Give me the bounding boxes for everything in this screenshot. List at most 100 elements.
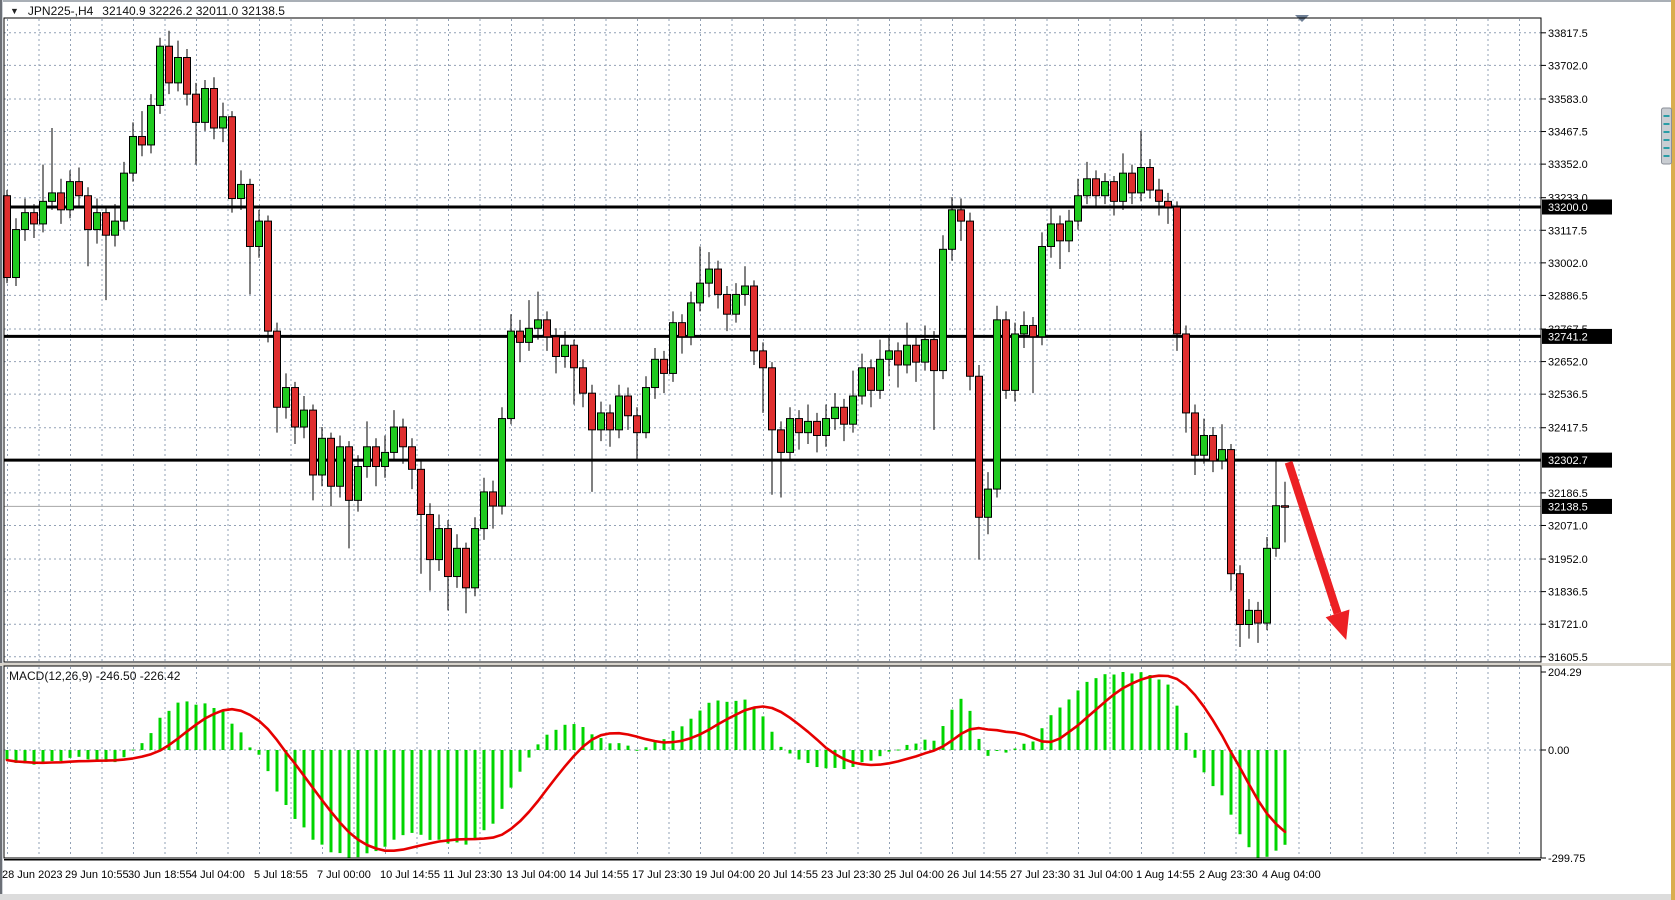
candle-body — [93, 212, 101, 231]
candle-body — [444, 528, 452, 578]
macd-histogram-bar — [329, 750, 333, 853]
macd-histogram-bar — [599, 738, 603, 750]
macd-histogram-bar — [1004, 750, 1008, 753]
candle-body — [120, 172, 128, 222]
candle-body — [615, 395, 623, 431]
candle-body — [1263, 547, 1271, 624]
macd-histogram-bar — [311, 750, 315, 840]
macd-histogram-bar — [158, 717, 162, 750]
macd-axis: 204.29 0.00 -299.75 — [1541, 667, 1585, 865]
time-axis-label: 23 Jul 23:30 — [821, 869, 881, 881]
time-axis-label: 4 Jul 04:00 — [191, 869, 245, 881]
candle-body — [669, 322, 677, 374]
candle-body — [624, 395, 632, 417]
time-axis-label: 26 Jul 14:55 — [947, 869, 1007, 881]
macd-histogram-bar — [743, 699, 747, 750]
macd-indicator-label: MACD(12,26,9) -246.50 -226.42 — [9, 669, 181, 683]
price-axis-label: 32417.5 — [1548, 423, 1588, 435]
candle-body — [804, 420, 812, 434]
current-price-label-box — [1542, 498, 1612, 514]
macd-histogram-bar — [1229, 750, 1233, 815]
candle-body — [75, 181, 83, 197]
candle-body — [48, 192, 56, 202]
candle-body — [597, 412, 605, 431]
macd-histogram — [5, 672, 1287, 858]
candle-body — [939, 248, 947, 372]
time-axis-label: 28 Jun 2023 — [2, 869, 63, 881]
candle-body — [1083, 178, 1091, 197]
candle-body — [984, 488, 992, 518]
chart-title-bar: ▼ JPN225-,H4 32140.9 32226.2 32011.0 321… — [10, 3, 285, 19]
candle-body — [777, 429, 785, 453]
symbol-dropdown-icon[interactable]: ▼ — [10, 6, 19, 16]
candle-body — [966, 220, 974, 377]
candle-body — [732, 293, 740, 315]
macd-histogram-bar — [1103, 674, 1107, 750]
candle-body — [813, 420, 821, 436]
macd-histogram-bar — [68, 750, 72, 758]
candle-body — [138, 135, 146, 146]
macd-histogram-bar — [41, 750, 45, 764]
macd-histogram-bar — [140, 743, 144, 750]
macd-histogram-bar — [455, 750, 459, 843]
time-axis-label: 11 Jul 23:30 — [443, 869, 502, 881]
down-arrow-annotation[interactable] — [1284, 461, 1350, 641]
macd-histogram-bar — [1139, 672, 1143, 750]
time-axis-label: 29 Jun 10:55 — [65, 869, 129, 881]
macd-signal-line — [5, 674, 1287, 853]
candle-body — [534, 319, 542, 329]
candle-body — [84, 195, 92, 231]
macd-histogram-bar — [446, 750, 450, 844]
candle-body — [858, 367, 866, 397]
pane-borders — [0, 17, 1675, 861]
candle-body — [1200, 434, 1208, 456]
macd-axis-label: 204.29 — [1548, 667, 1582, 679]
candle-body — [849, 395, 857, 425]
time-axis-label: 27 Jul 23:30 — [1010, 869, 1070, 881]
macd-histogram-bar — [833, 750, 837, 768]
macd-histogram-bar — [356, 750, 360, 858]
macd-histogram-bar — [1184, 732, 1188, 750]
candle-body — [1011, 333, 1019, 391]
macd-histogram-bar — [131, 749, 135, 751]
hline-price-label-box — [1542, 328, 1612, 344]
macd-histogram-bar — [95, 750, 99, 760]
macd-histogram-bar — [1283, 750, 1287, 845]
candle-body — [147, 104, 155, 146]
candle-body — [561, 344, 569, 358]
macd-histogram-bar — [266, 750, 270, 772]
macd-histogram-bar — [1031, 741, 1035, 750]
macd-histogram-bar — [797, 750, 801, 760]
scrollbar-thumb[interactable] — [1661, 107, 1672, 165]
macd-histogram-bar — [1040, 728, 1044, 750]
candle-body — [741, 285, 749, 295]
macd-histogram-bar — [500, 750, 504, 809]
macd-histogram-bar — [563, 724, 567, 750]
macd-histogram-bar — [644, 747, 648, 750]
candle-body — [552, 336, 560, 358]
candle-body — [1128, 172, 1136, 194]
time-axis-label: 31 Jul 04:00 — [1073, 869, 1133, 881]
macd-histogram-bar — [257, 750, 261, 755]
macd-histogram-bar — [752, 707, 756, 750]
macd-histogram-bar — [419, 750, 423, 835]
macd-histogram-bar — [878, 750, 882, 757]
price-axis-label: 33117.5 — [1548, 225, 1587, 237]
macd-histogram-bar — [896, 749, 900, 751]
candle-body — [840, 406, 848, 425]
candle-body — [1002, 319, 1010, 391]
candle-body — [129, 135, 137, 174]
macd-histogram-bar — [464, 750, 468, 845]
candle-body — [246, 183, 254, 247]
macd-histogram-bar — [572, 724, 576, 750]
macd-histogram-bar — [923, 739, 927, 750]
candle-body — [1110, 181, 1118, 202]
macd-histogram-bar — [617, 743, 621, 750]
macd-histogram-bar — [860, 750, 864, 763]
candle-body — [975, 375, 983, 518]
macd-histogram-bar — [554, 729, 558, 750]
candle-body — [408, 446, 416, 470]
candle-body — [687, 302, 695, 338]
macd-histogram-bar — [815, 750, 819, 768]
price-axis-label: 33817.5 — [1548, 28, 1588, 40]
